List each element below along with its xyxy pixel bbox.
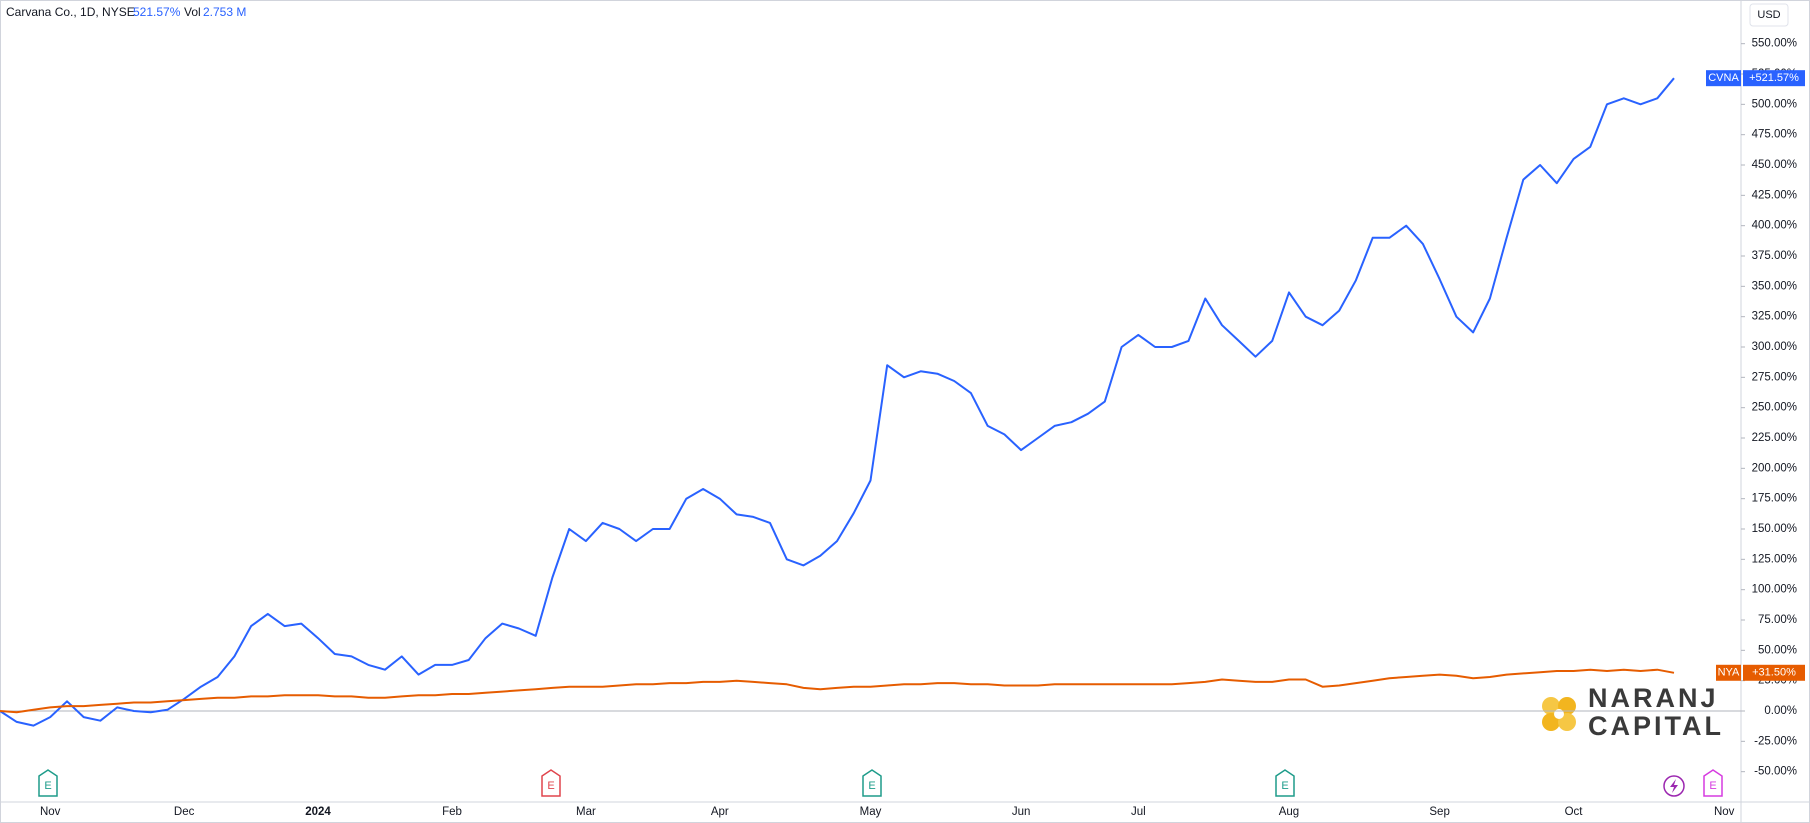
y-tick-label: 300.00% <box>1752 341 1797 353</box>
currency-box[interactable] <box>1749 3 1789 27</box>
series-line <box>0 668 1675 714</box>
x-tick-label: Apr <box>711 806 729 818</box>
series-line <box>0 77 1675 727</box>
y-tick-label: 200.00% <box>1752 462 1797 474</box>
y-tick-label: 50.00% <box>1758 644 1797 656</box>
y-tick-label: 425.00% <box>1752 189 1797 201</box>
y-tick-label: 450.00% <box>1752 159 1797 171</box>
x-tick-label: Nov <box>40 806 61 818</box>
y-tick-label: 500.00% <box>1752 98 1797 110</box>
y-tick-label: 75.00% <box>1758 614 1797 626</box>
y-tick-label: 325.00% <box>1752 311 1797 323</box>
earnings-icon[interactable] <box>38 769 58 797</box>
last-value-box <box>1743 664 1805 681</box>
last-value-label: +31.50% <box>1752 667 1796 679</box>
series-name: NYA <box>1718 667 1740 679</box>
lightning <box>1670 779 1678 793</box>
earnings-marker[interactable]: E <box>38 769 58 797</box>
y-tick-label: 250.00% <box>1752 402 1797 414</box>
volume-label: Vol <box>184 5 201 19</box>
y-tick-label: 125.00% <box>1752 553 1797 565</box>
x-tick-label: Nov <box>1714 806 1735 818</box>
y-tick-label: 475.00% <box>1752 129 1797 141</box>
earnings-label: E <box>1709 780 1716 792</box>
series-name-box <box>1716 664 1741 681</box>
y-tick-label: 225.00% <box>1752 432 1797 444</box>
logo-text: CAPITAL <box>1588 711 1724 741</box>
x-tick-label: Sep <box>1429 806 1449 818</box>
y-tick-label: 150.00% <box>1752 523 1797 535</box>
y-tick-label: 175.00% <box>1752 493 1797 505</box>
x-tick-label: Oct <box>1565 806 1584 818</box>
earnings-label: E <box>547 780 554 792</box>
earnings-icon[interactable] <box>1275 769 1295 797</box>
earnings-marker[interactable]: E <box>1275 769 1295 797</box>
y-tick-label: -25.00% <box>1754 735 1797 747</box>
earnings-marker[interactable]: E <box>862 769 882 797</box>
earnings-label: E <box>44 780 51 792</box>
x-tick-label: Aug <box>1279 806 1299 818</box>
currency[interactable]: USD <box>1757 9 1780 21</box>
x-tick-label: Feb <box>442 806 462 818</box>
earnings-icon[interactable] <box>541 769 561 797</box>
earnings-label: E <box>868 780 875 792</box>
logo-center <box>1554 709 1564 719</box>
earnings-icon[interactable] <box>1703 769 1723 797</box>
last-value-label: +521.57% <box>1749 72 1799 84</box>
x-tick-label: Jun <box>1012 806 1031 818</box>
y-tick-label: 0.00% <box>1764 705 1797 717</box>
change: 521.57% <box>133 5 181 19</box>
y-tick-label: 550.00% <box>1752 38 1797 50</box>
earnings-marker[interactable]: E <box>1703 769 1723 797</box>
series-name-box <box>1706 70 1741 87</box>
x-tick-label: May <box>860 806 882 818</box>
earnings-marker[interactable]: E <box>541 769 561 797</box>
x-tick-label: Mar <box>576 806 596 818</box>
lightning-marker[interactable] <box>1663 775 1685 797</box>
earnings-label: E <box>1281 780 1288 792</box>
y-tick-label: -50.00% <box>1754 766 1797 778</box>
y-tick-label: 275.00% <box>1752 371 1797 383</box>
y-tick-label: 400.00% <box>1752 220 1797 232</box>
series-name: CVNA <box>1708 72 1739 84</box>
earnings-icon[interactable] <box>862 769 882 797</box>
x-tick-label: Jul <box>1131 806 1146 818</box>
volume: 2.753 M <box>203 5 246 19</box>
logo-text: NARANJ <box>1588 683 1719 713</box>
x-tick-label: 2024 <box>305 806 331 818</box>
y-tick-label: 375.00% <box>1752 250 1797 262</box>
y-tick-label: 350.00% <box>1752 280 1797 292</box>
y-tick-label: 100.00% <box>1752 584 1797 596</box>
x-tick-label: Dec <box>174 806 195 818</box>
chart-title: Carvana Co., 1D, NYSE <box>6 5 135 19</box>
last-value-box <box>1743 70 1805 87</box>
